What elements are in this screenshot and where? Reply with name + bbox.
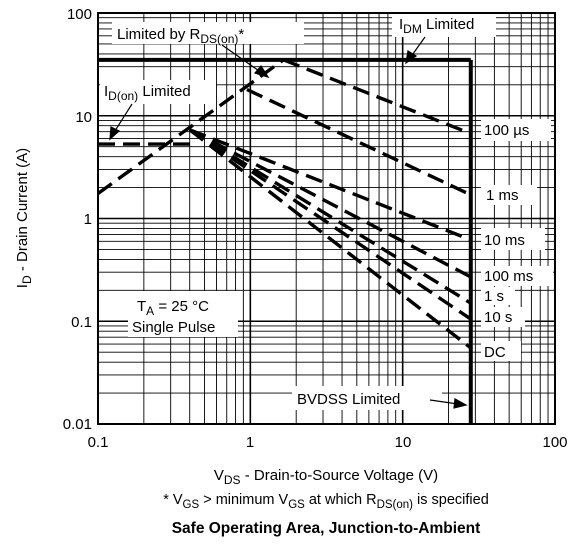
series-line-2: [189, 128, 472, 242]
y-tick-label: 0.1: [71, 314, 92, 331]
series-label-10ms: 10 ms: [484, 232, 525, 249]
idm-limit-label: IDM Limited: [399, 16, 474, 36]
series-line-4: [188, 128, 472, 305]
idm-label-bg: [392, 13, 496, 37]
x-tick-label: 100: [542, 434, 567, 451]
chart-title: Safe Operating Area, Junction-to-Ambient: [172, 520, 481, 537]
y-tick-label: 0.01: [63, 416, 92, 433]
series-label-1ms: 1 ms: [486, 187, 519, 204]
series-label-100ms: 100 ms: [484, 268, 533, 285]
rds-arrow: [221, 44, 263, 74]
label-dc-bg: [481, 341, 521, 361]
pulse-condition: Single Pulse: [132, 319, 215, 336]
idm-arrowhead: [405, 50, 418, 65]
idon-label-bg: [100, 80, 216, 104]
label-100us-bg: [481, 119, 551, 141]
x-tick-label: 10: [395, 434, 412, 451]
bvdss-arrowhead: [453, 398, 468, 409]
series-line-0: [282, 58, 472, 136]
plot-frame: [97, 12, 556, 425]
idon-arrowhead: [109, 126, 121, 141]
series-label-dc: DC: [484, 344, 506, 361]
label-1s-bg: [481, 287, 515, 305]
x-tick-labels: 0.1 1 10 100: [88, 434, 568, 451]
series-lines: [97, 58, 472, 350]
x-tick-label: 0.1: [88, 434, 109, 451]
x-axis-title: VDS - Drain-to-Source Voltage (V): [214, 467, 438, 487]
series-line-6: [188, 128, 472, 350]
conditions-bg: [128, 291, 238, 337]
label-100ms-bg: [481, 266, 553, 286]
series-label-10s: 10 s: [484, 309, 512, 326]
y-tick-label: 100: [67, 6, 92, 23]
label-backgrounds: [100, 13, 553, 410]
series-line-7: [97, 58, 285, 195]
series-label-100us: 100 µs: [484, 122, 529, 139]
rds-label-bg: [112, 22, 304, 44]
label-1ms-bg: [481, 185, 537, 205]
rds-limit-label: Limited by RDS(on)*: [117, 26, 244, 46]
limit-lines: [98, 57, 473, 424]
temperature-condition: TA = 25 °C: [137, 298, 209, 318]
series-line-5: [188, 128, 472, 321]
idon-limit-label: ID(on) Limited: [104, 83, 191, 103]
rds-arrowhead: [253, 64, 270, 79]
label-10s-bg: [481, 307, 525, 327]
x-tick-label: 1: [246, 434, 254, 451]
footnote: * VGS > minimum VGS at which RDS(on) is …: [163, 492, 489, 511]
y-axis-title: ID - Drain Current (A): [14, 148, 34, 288]
series-line-3: [188, 128, 472, 279]
series-line-1: [246, 87, 472, 197]
bvdss-limit-label: BVDSS Limited: [297, 391, 400, 408]
bvdss-arrow: [429, 399, 459, 405]
annotation-arrows: [109, 36, 468, 409]
y-tick-label: 1: [84, 211, 92, 228]
bvdss-label-bg: [292, 386, 442, 410]
y-tick-labels: 100 10 1 0.1 0.01: [63, 6, 92, 433]
y-tick-label: 10: [75, 109, 92, 126]
series-label-1s: 1 s: [484, 288, 504, 305]
label-10ms-bg: [481, 228, 545, 250]
